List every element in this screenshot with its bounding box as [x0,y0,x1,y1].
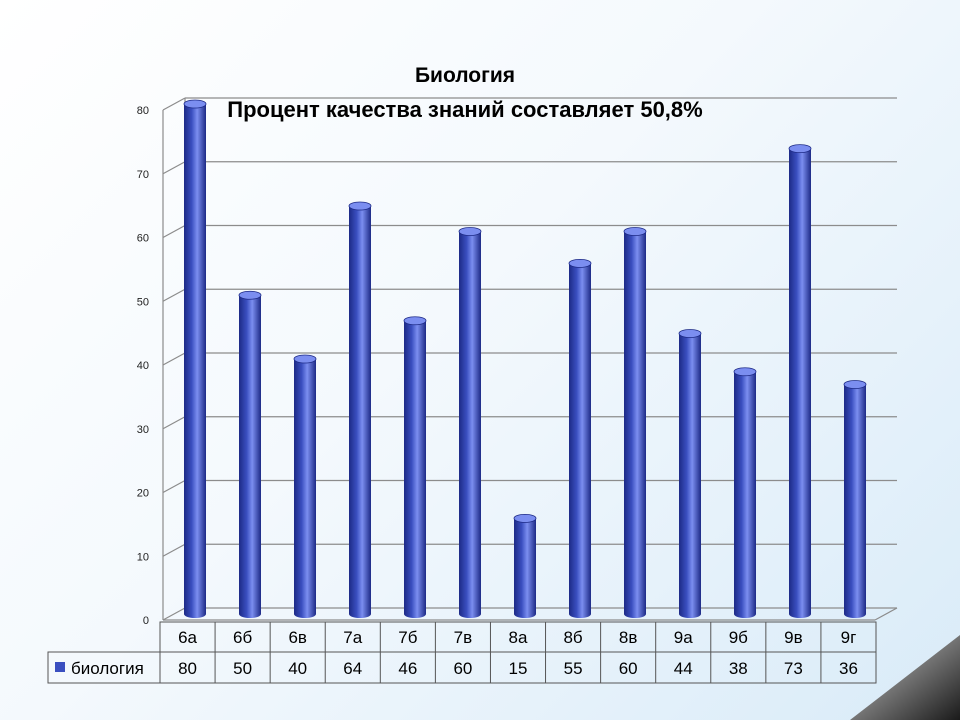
bar-8б [568,258,592,618]
bar-body [184,104,206,618]
bar-body [514,518,536,618]
chart-title: Биология [414,64,516,87]
x-category-label: 8а [509,628,528,647]
y-tick-label: 60 [137,233,149,245]
bar-body [294,359,316,618]
x-category-label: 8в [619,628,638,647]
floor-edge [874,607,898,621]
bar-body [789,148,811,618]
gridline-depth [162,161,186,175]
bar-top [788,144,812,154]
gridline-depth [162,479,186,494]
x-category-label: 9а [674,628,693,647]
bar-6б [238,290,262,618]
x-category-label: 8б [563,628,582,647]
bar-body [734,371,756,618]
bar-body [569,263,591,618]
bar-top [568,258,592,268]
y-tick-label: 0 [143,615,149,627]
y-tick-label: 10 [137,551,149,563]
data-value-label: 46 [398,659,417,678]
bar-7в [458,227,482,618]
data-value-label: 44 [674,659,693,678]
x-category-label: 7а [343,628,362,647]
bar-6а [183,99,207,618]
bar-body [624,231,646,618]
x-category-label: 6а [178,628,197,647]
data-table-legend-cell [47,651,161,684]
data-value-label: 64 [343,659,362,678]
bar-9в [788,144,812,618]
data-value-label: 38 [729,659,748,678]
data-value-label: 50 [233,659,252,678]
x-category-label: 7в [454,628,473,647]
chart-subtitle: Процент качества знаний составляет 50,8% [227,97,703,122]
bar-top [183,99,207,109]
bar-top [843,380,867,389]
data-value-label: 80 [178,659,197,678]
bar-body [349,206,371,618]
x-category-label: 6в [288,628,307,647]
legend-series-name: биология [71,659,144,678]
bar-body [239,295,261,618]
data-value-label: 40 [288,659,307,678]
gridline-depth [162,352,186,366]
bar-top [733,367,757,377]
x-category-label: 9г [841,628,857,647]
y-tick-label: 30 [137,424,149,436]
data-value-label: 60 [619,659,638,678]
bar-top [623,227,647,236]
bar-9б [733,367,757,618]
bar-6в [293,354,317,618]
bar-body [404,320,426,618]
bar-7а [348,201,372,618]
bar-body [679,333,701,618]
bar-top [348,201,372,211]
bar-9г [843,380,867,618]
y-tick-label: 40 [137,360,149,372]
bar-7б [403,316,427,618]
bar-8а [513,513,537,618]
y-tick-label: 20 [137,488,149,500]
gridline-depth [162,607,186,621]
x-category-label: 9б [729,628,748,647]
bar-8в [623,227,647,618]
y-tick-label: 50 [137,296,149,308]
data-value-label: 73 [784,659,803,678]
bar-top [293,354,317,364]
x-category-label: 7б [398,628,417,647]
bar-top [458,227,482,236]
bar-top [403,316,427,326]
gridline-depth [162,224,186,239]
bar-body [844,384,866,618]
y-tick-label: 80 [137,105,149,117]
gridline-depth [162,543,186,557]
data-value-label: 36 [839,659,858,678]
bar-top [678,329,702,338]
bar-9а [678,329,702,618]
bar-body [459,231,481,618]
x-category-label: 9в [784,628,803,647]
bar-top [238,290,262,300]
bar-top [513,513,537,523]
legend-swatch [55,662,65,672]
x-category-label: 6б [233,628,252,647]
data-value-label: 60 [453,659,472,678]
gridline-depth [162,97,186,111]
data-value-label: 55 [564,659,583,678]
slide-corner-decoration [850,635,960,720]
y-tick-label: 70 [137,169,149,181]
gridline-depth [162,288,186,302]
gridline-depth [162,416,186,430]
data-value-label: 15 [509,659,528,678]
